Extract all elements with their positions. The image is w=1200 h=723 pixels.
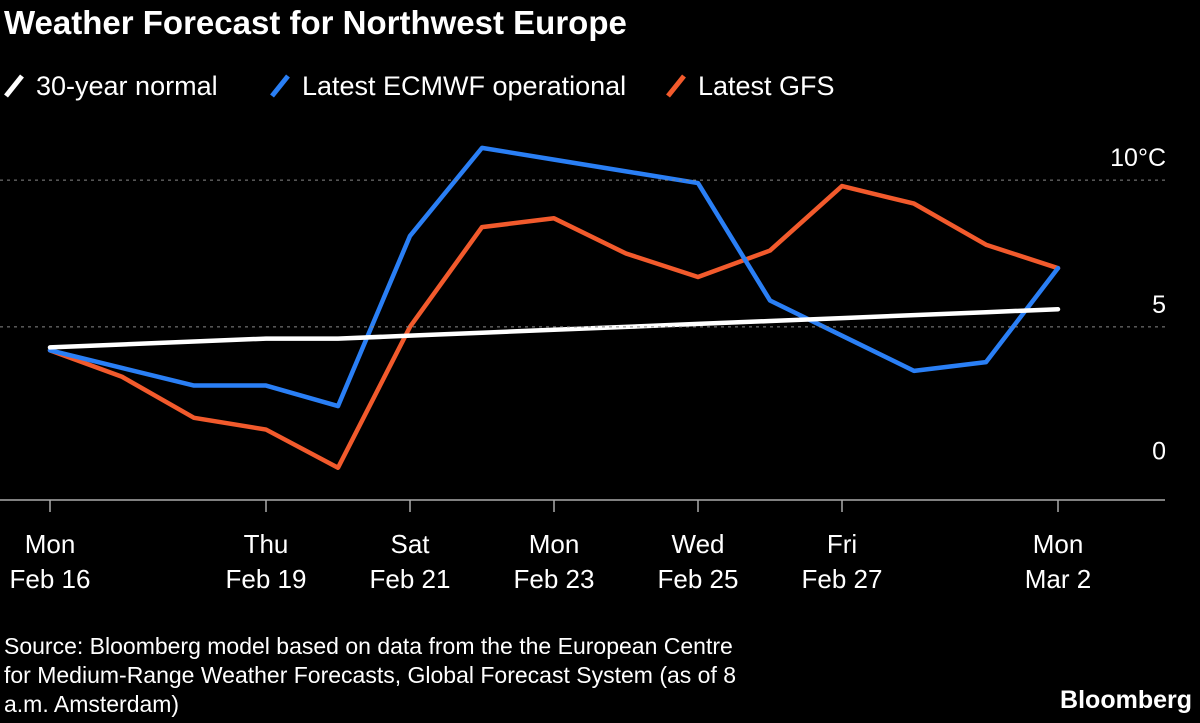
x-tick-label: Mar 2 (1025, 564, 1091, 594)
x-tick-weekday: Mon (529, 529, 580, 559)
x-tick-weekday: Mon (1033, 529, 1084, 559)
x-tick-weekday: Sat (390, 529, 430, 559)
x-tick-label: Feb 23 (514, 564, 595, 594)
x-tick-label: Feb 21 (370, 564, 451, 594)
legend-label: Latest GFS (698, 71, 835, 101)
y-tick-label: 10°C (1110, 144, 1166, 172)
source-line: Source: Bloomberg model based on data fr… (4, 633, 733, 659)
x-tick-label: Feb 16 (10, 564, 91, 594)
x-tick-label: Feb 27 (802, 564, 883, 594)
source-line: for Medium-Range Weather Forecasts, Glob… (4, 662, 736, 688)
x-tick-weekday: Thu (244, 529, 289, 559)
x-tick-weekday: Fri (827, 529, 857, 559)
x-tick-label: Feb 25 (658, 564, 739, 594)
legend-label: 30-year normal (36, 71, 218, 101)
series-line (47, 183, 1061, 470)
x-tick-weekday: Mon (25, 529, 76, 559)
legend-swatch (270, 74, 290, 98)
legend-label: Latest ECMWF operational (302, 71, 626, 101)
source-line: a.m. Amsterdam) (4, 691, 179, 717)
series-line (47, 307, 1061, 350)
y-tick-label: 0 (1152, 438, 1166, 466)
legend-swatch (4, 74, 24, 98)
plot (47, 145, 1061, 470)
legend: 30-year normal Latest ECMWF operational La… (4, 71, 835, 101)
chart-title: Weather Forecast for Northwest Europe (4, 4, 627, 41)
x-tick-label: Feb 19 (226, 564, 307, 594)
x-tick-weekday: Wed (672, 529, 725, 559)
series-line (47, 145, 1061, 409)
brand: Bloomberg (1060, 686, 1192, 714)
legend-swatch (666, 74, 686, 98)
y-tick-label: 5 (1152, 291, 1166, 319)
